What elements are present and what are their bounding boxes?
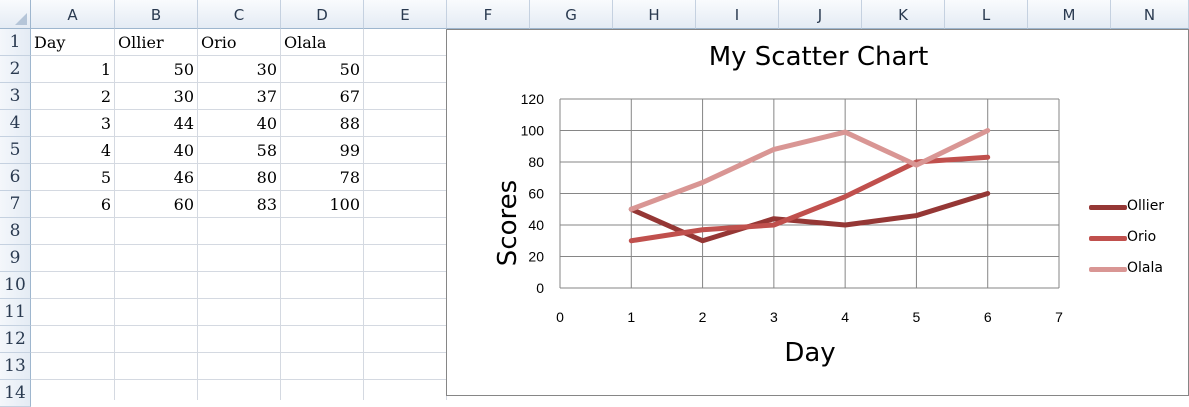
cell-b5[interactable]: 40 xyxy=(173,141,194,160)
cell-c7[interactable]: 83 xyxy=(256,195,277,214)
y-axis-label: Scores xyxy=(493,179,523,267)
column-header-e[interactable]: E xyxy=(364,0,447,29)
row-header-4[interactable]: 4 xyxy=(0,110,31,137)
y-tick-label: 120 xyxy=(521,91,545,107)
chart-legend[interactable]: Ollier Orio Olala xyxy=(1087,196,1187,289)
row-header-14[interactable]: 14 xyxy=(0,380,31,407)
cell-c1[interactable]: Orio xyxy=(201,33,237,52)
row-header-6[interactable]: 6 xyxy=(0,164,31,191)
column-header-l[interactable]: L xyxy=(945,0,1028,29)
legend-swatch xyxy=(1089,205,1127,210)
row-header-7[interactable]: 7 xyxy=(0,191,31,218)
row-header-5[interactable]: 5 xyxy=(0,137,31,164)
chart-title: My Scatter Chart xyxy=(708,42,929,72)
cell-a7[interactable]: 6 xyxy=(100,195,111,214)
row-header-9[interactable]: 9 xyxy=(0,245,31,272)
cell-d3[interactable]: 67 xyxy=(339,87,360,106)
series-line-orio xyxy=(628,154,991,244)
row-header-12[interactable]: 12 xyxy=(0,326,31,353)
gridline xyxy=(280,29,281,400)
legend-label: Orio xyxy=(1127,229,1157,245)
x-axis-label: Day xyxy=(784,338,836,368)
gridline xyxy=(363,29,364,400)
x-tick-label: 5 xyxy=(913,309,921,325)
scatter-chart[interactable]: 0 20 40 60 80 100 120 0 1 2 3 4 5 6 7 My Scatter Chart… xyxy=(446,29,1189,396)
cell-b1[interactable]: Ollier xyxy=(118,33,164,52)
column-header-c[interactable]: C xyxy=(198,0,281,29)
chart-plot: 0 20 40 60 80 100 120 0 1 2 3 4 5 6 7 xyxy=(521,91,1063,325)
row-header-13[interactable]: 13 xyxy=(0,353,31,380)
column-header-g[interactable]: G xyxy=(530,0,613,29)
legend-item-orio[interactable]: Orio xyxy=(1087,227,1187,258)
series-line-olala xyxy=(628,128,991,212)
row-header-10[interactable]: 10 xyxy=(0,272,31,299)
cell-d1[interactable]: Olala xyxy=(284,33,327,52)
cell-c5[interactable]: 58 xyxy=(256,141,277,160)
column-header-f[interactable]: F xyxy=(447,0,530,29)
x-tick-label: 6 xyxy=(984,309,992,325)
gridline xyxy=(197,29,198,400)
row-header-2[interactable]: 2 xyxy=(0,56,31,83)
x-tick-label: 4 xyxy=(841,309,849,325)
cell-c3[interactable]: 37 xyxy=(256,87,277,106)
column-header-j[interactable]: J xyxy=(779,0,862,29)
cell-a4[interactable]: 3 xyxy=(100,114,111,133)
cell-d2[interactable]: 50 xyxy=(339,60,360,79)
legend-label: Ollier xyxy=(1127,198,1165,214)
cell-a5[interactable]: 4 xyxy=(100,141,111,160)
column-header-a[interactable]: A xyxy=(31,0,115,29)
legend-item-olala[interactable]: Olala xyxy=(1087,258,1187,289)
cell-c6[interactable]: 80 xyxy=(256,168,277,187)
row-header-11[interactable]: 11 xyxy=(0,299,31,326)
cell-a1[interactable]: Day xyxy=(34,33,66,52)
series-line-ollier xyxy=(628,191,991,244)
cell-a3[interactable]: 2 xyxy=(100,87,111,106)
y-tick-label: 100 xyxy=(521,123,545,139)
x-tick-label: 1 xyxy=(627,309,635,325)
legend-swatch xyxy=(1089,267,1127,272)
column-header-n[interactable]: N xyxy=(1111,0,1189,29)
x-tick-label: 0 xyxy=(556,309,564,325)
cell-b2[interactable]: 50 xyxy=(173,60,194,79)
cell-a6[interactable]: 5 xyxy=(100,168,111,187)
y-tick-label: 80 xyxy=(528,154,544,170)
cell-d7[interactable]: 100 xyxy=(329,195,360,214)
legend-label: Olala xyxy=(1127,260,1163,276)
x-tick-label: 3 xyxy=(770,309,778,325)
gridline xyxy=(114,29,115,400)
cell-b4[interactable]: 44 xyxy=(173,114,194,133)
column-header-b[interactable]: B xyxy=(115,0,198,29)
column-header-m[interactable]: M xyxy=(1028,0,1111,29)
x-tick-label: 7 xyxy=(1055,309,1063,325)
legend-item-ollier[interactable]: Ollier xyxy=(1087,196,1187,227)
cell-d6[interactable]: 78 xyxy=(339,168,360,187)
cell-a2[interactable]: 1 xyxy=(100,60,111,79)
row-header-3[interactable]: 3 xyxy=(0,83,31,110)
x-tick-label: 2 xyxy=(699,309,707,325)
y-tick-label: 40 xyxy=(528,217,544,233)
cell-b6[interactable]: 46 xyxy=(173,168,194,187)
column-header-k[interactable]: K xyxy=(862,0,945,29)
y-tick-label: 60 xyxy=(528,186,544,202)
cell-c2[interactable]: 30 xyxy=(256,60,277,79)
select-all-corner[interactable] xyxy=(0,0,31,29)
y-tick-label: 20 xyxy=(528,249,544,265)
y-tick-label: 0 xyxy=(536,280,544,296)
column-header-i[interactable]: I xyxy=(696,0,779,29)
legend-swatch xyxy=(1089,236,1127,241)
cell-d4[interactable]: 88 xyxy=(339,114,360,133)
row-header-1[interactable]: 1 xyxy=(0,29,31,56)
row-header-8[interactable]: 8 xyxy=(0,218,31,245)
column-header-d[interactable]: D xyxy=(281,0,364,29)
cell-b7[interactable]: 60 xyxy=(173,195,194,214)
cell-b3[interactable]: 30 xyxy=(173,87,194,106)
column-header-h[interactable]: H xyxy=(613,0,696,29)
cell-c4[interactable]: 40 xyxy=(256,114,277,133)
cell-d5[interactable]: 99 xyxy=(339,141,360,160)
